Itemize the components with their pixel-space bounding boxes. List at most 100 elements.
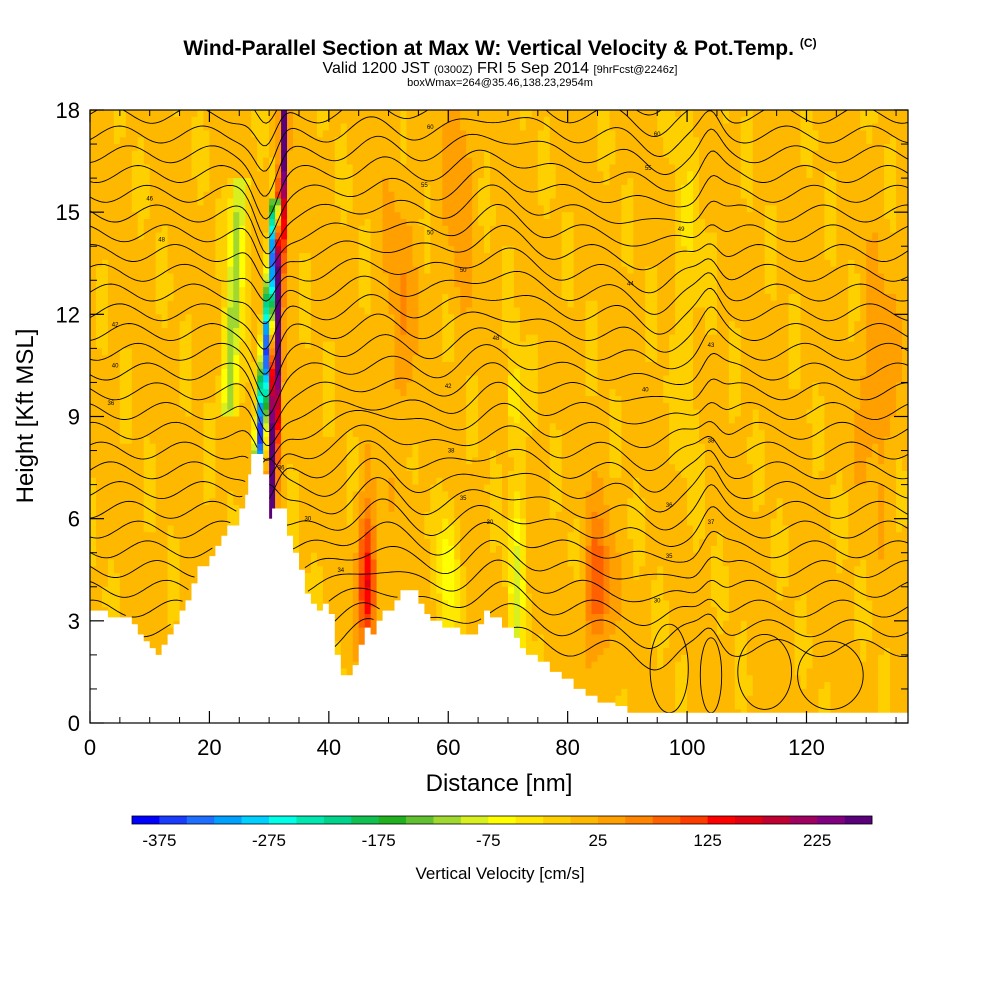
y-tick-label: 6: [68, 507, 80, 532]
colorbar-swatch: [762, 816, 791, 824]
theta-contour: [90, 270, 908, 325]
colorbar-label: Vertical Velocity [cm/s]: [415, 864, 585, 883]
theta-contour: [90, 344, 908, 417]
theta-contour-label: 42: [112, 323, 119, 329]
chart-subtitle-2: boxWmax=264@35.46,138.23,2954m: [407, 77, 593, 89]
title-mark: (C): [799, 36, 817, 50]
colorbar-swatch: [817, 816, 845, 824]
x-axis-label: Distance [nm]: [426, 770, 573, 797]
colorbar-tick-label: -275: [252, 831, 286, 850]
chart-subtitle: Valid 1200 JST (0300Z) FRI 5 Sep 2014 [9…: [0, 60, 1000, 78]
colorbar-swatch: [378, 816, 407, 824]
colorbar-swatch: [570, 816, 599, 824]
x-tick-label: 100: [669, 735, 706, 760]
theta-contour-label: 60: [427, 125, 434, 131]
theta-contour: [90, 559, 908, 603]
terrain: [90, 454, 908, 723]
theta-contour: [90, 166, 908, 239]
y-tick-label: 3: [68, 609, 80, 634]
theta-contour-label: 38: [448, 449, 455, 455]
theta-contour: [90, 498, 908, 547]
colorbar-swatch: [625, 816, 654, 824]
theta-contour: [90, 110, 908, 172]
theta-contour: [143, 602, 908, 649]
theta-contour-label: 36: [278, 466, 285, 472]
chart-title: Wind-Parallel Section at Max W: Vertical…: [0, 36, 1000, 61]
y-tick-label: 18: [56, 98, 80, 123]
colorbar-swatch: [515, 816, 544, 824]
theta-contour: [90, 287, 908, 350]
theta-contour-label: 50: [460, 268, 467, 274]
theta-contour: [90, 457, 908, 513]
theta-contour-label: 35: [666, 554, 673, 560]
theta-contour: [90, 247, 908, 302]
theta-contour: [90, 110, 908, 147]
x-tick-label: 120: [788, 735, 825, 760]
y-tick-label: 0: [68, 711, 80, 736]
theta-contour: [90, 225, 908, 284]
subtitle-fcst: [9hrFcst@2246z]: [593, 64, 678, 76]
colorbar-swatch: [323, 816, 352, 824]
theta-contour: [90, 204, 908, 269]
theta-contour-label: 55: [421, 183, 428, 189]
colorbar-swatch: [488, 816, 517, 824]
x-tick-label: 80: [555, 735, 579, 760]
theta-contour-label: 37: [708, 520, 715, 526]
theta-contour: [90, 402, 908, 461]
colorbar-swatch: [680, 816, 708, 824]
theta-contour-label: 36: [666, 503, 673, 509]
theta-contour-label: 44: [627, 282, 634, 288]
colorbar-swatch: [844, 816, 873, 824]
colorbar-swatch: [269, 816, 297, 824]
theta-contour-label: 30: [305, 517, 312, 523]
theta-contour: [90, 381, 908, 447]
x-tick-label: 0: [84, 735, 96, 760]
colorbar-swatch: [543, 816, 571, 824]
theta-contour-label: 55: [645, 166, 652, 172]
theta-contour-label: 40: [642, 387, 649, 393]
theta-contour: [90, 184, 908, 255]
theta-contour-label: 35: [460, 496, 467, 502]
theta-contour: [90, 149, 908, 220]
chart-title-text: Wind-Parallel Section at Max W: Vertical…: [183, 37, 794, 60]
theta-contour-label: 43: [708, 343, 715, 349]
theta-contour-label: 30: [654, 598, 661, 604]
colorbar-swatch: [652, 816, 681, 824]
theta-contour-label: 48: [158, 237, 165, 243]
colorbar-swatch: [734, 816, 763, 824]
theta-contour: [90, 477, 908, 531]
theta-contour: [737, 633, 793, 710]
colorbar-swatch: [597, 816, 626, 824]
theta-contour: [90, 424, 908, 478]
colorbar-tick-label: -175: [362, 831, 396, 850]
theta-contour-label: 60: [654, 132, 661, 138]
theta-contour: [90, 327, 908, 398]
theta-contour-label: 42: [445, 384, 452, 390]
colorbar-tick-label: 25: [588, 831, 607, 850]
theta-contour: [90, 306, 908, 375]
x-tick-label: 40: [317, 735, 341, 760]
theta-contour: [260, 93, 278, 105]
theta-contour: [90, 128, 908, 197]
theta-contour-label: 34: [337, 568, 344, 574]
theta-contour-label: 40: [112, 363, 119, 369]
theta-contour-label: 30: [487, 520, 494, 526]
colorbar-swatch: [241, 816, 270, 824]
theta-contour: [90, 580, 908, 626]
colorbar-swatch: [186, 816, 215, 824]
colorbar-swatch: [707, 816, 736, 824]
theta-contour-label: 36: [108, 401, 115, 407]
subtitle-utc: (0300Z): [434, 64, 473, 76]
theta-contour: [90, 362, 908, 432]
colorbar-swatch: [214, 816, 242, 824]
colorbar-swatch: [433, 816, 462, 824]
colorbar-swatch: [351, 816, 379, 824]
theta-contours: [90, 93, 908, 714]
x-tick-label: 60: [436, 735, 460, 760]
theta-contour: [90, 539, 908, 580]
y-tick-label: 15: [56, 200, 80, 225]
theta-contour-label: 49: [678, 227, 685, 233]
subtitle-valid: Valid 1200 JST: [322, 60, 430, 77]
